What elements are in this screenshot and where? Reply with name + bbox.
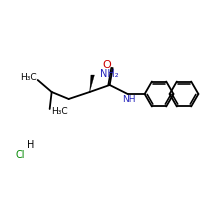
Text: Cl: Cl: [15, 150, 25, 160]
Text: H₃C: H₃C: [20, 73, 37, 82]
Text: NH: NH: [122, 95, 135, 104]
Text: H: H: [27, 140, 35, 150]
Text: O: O: [103, 60, 112, 70]
Polygon shape: [90, 75, 94, 92]
Text: NH₂: NH₂: [100, 69, 119, 79]
Text: H₃C: H₃C: [51, 107, 67, 116]
